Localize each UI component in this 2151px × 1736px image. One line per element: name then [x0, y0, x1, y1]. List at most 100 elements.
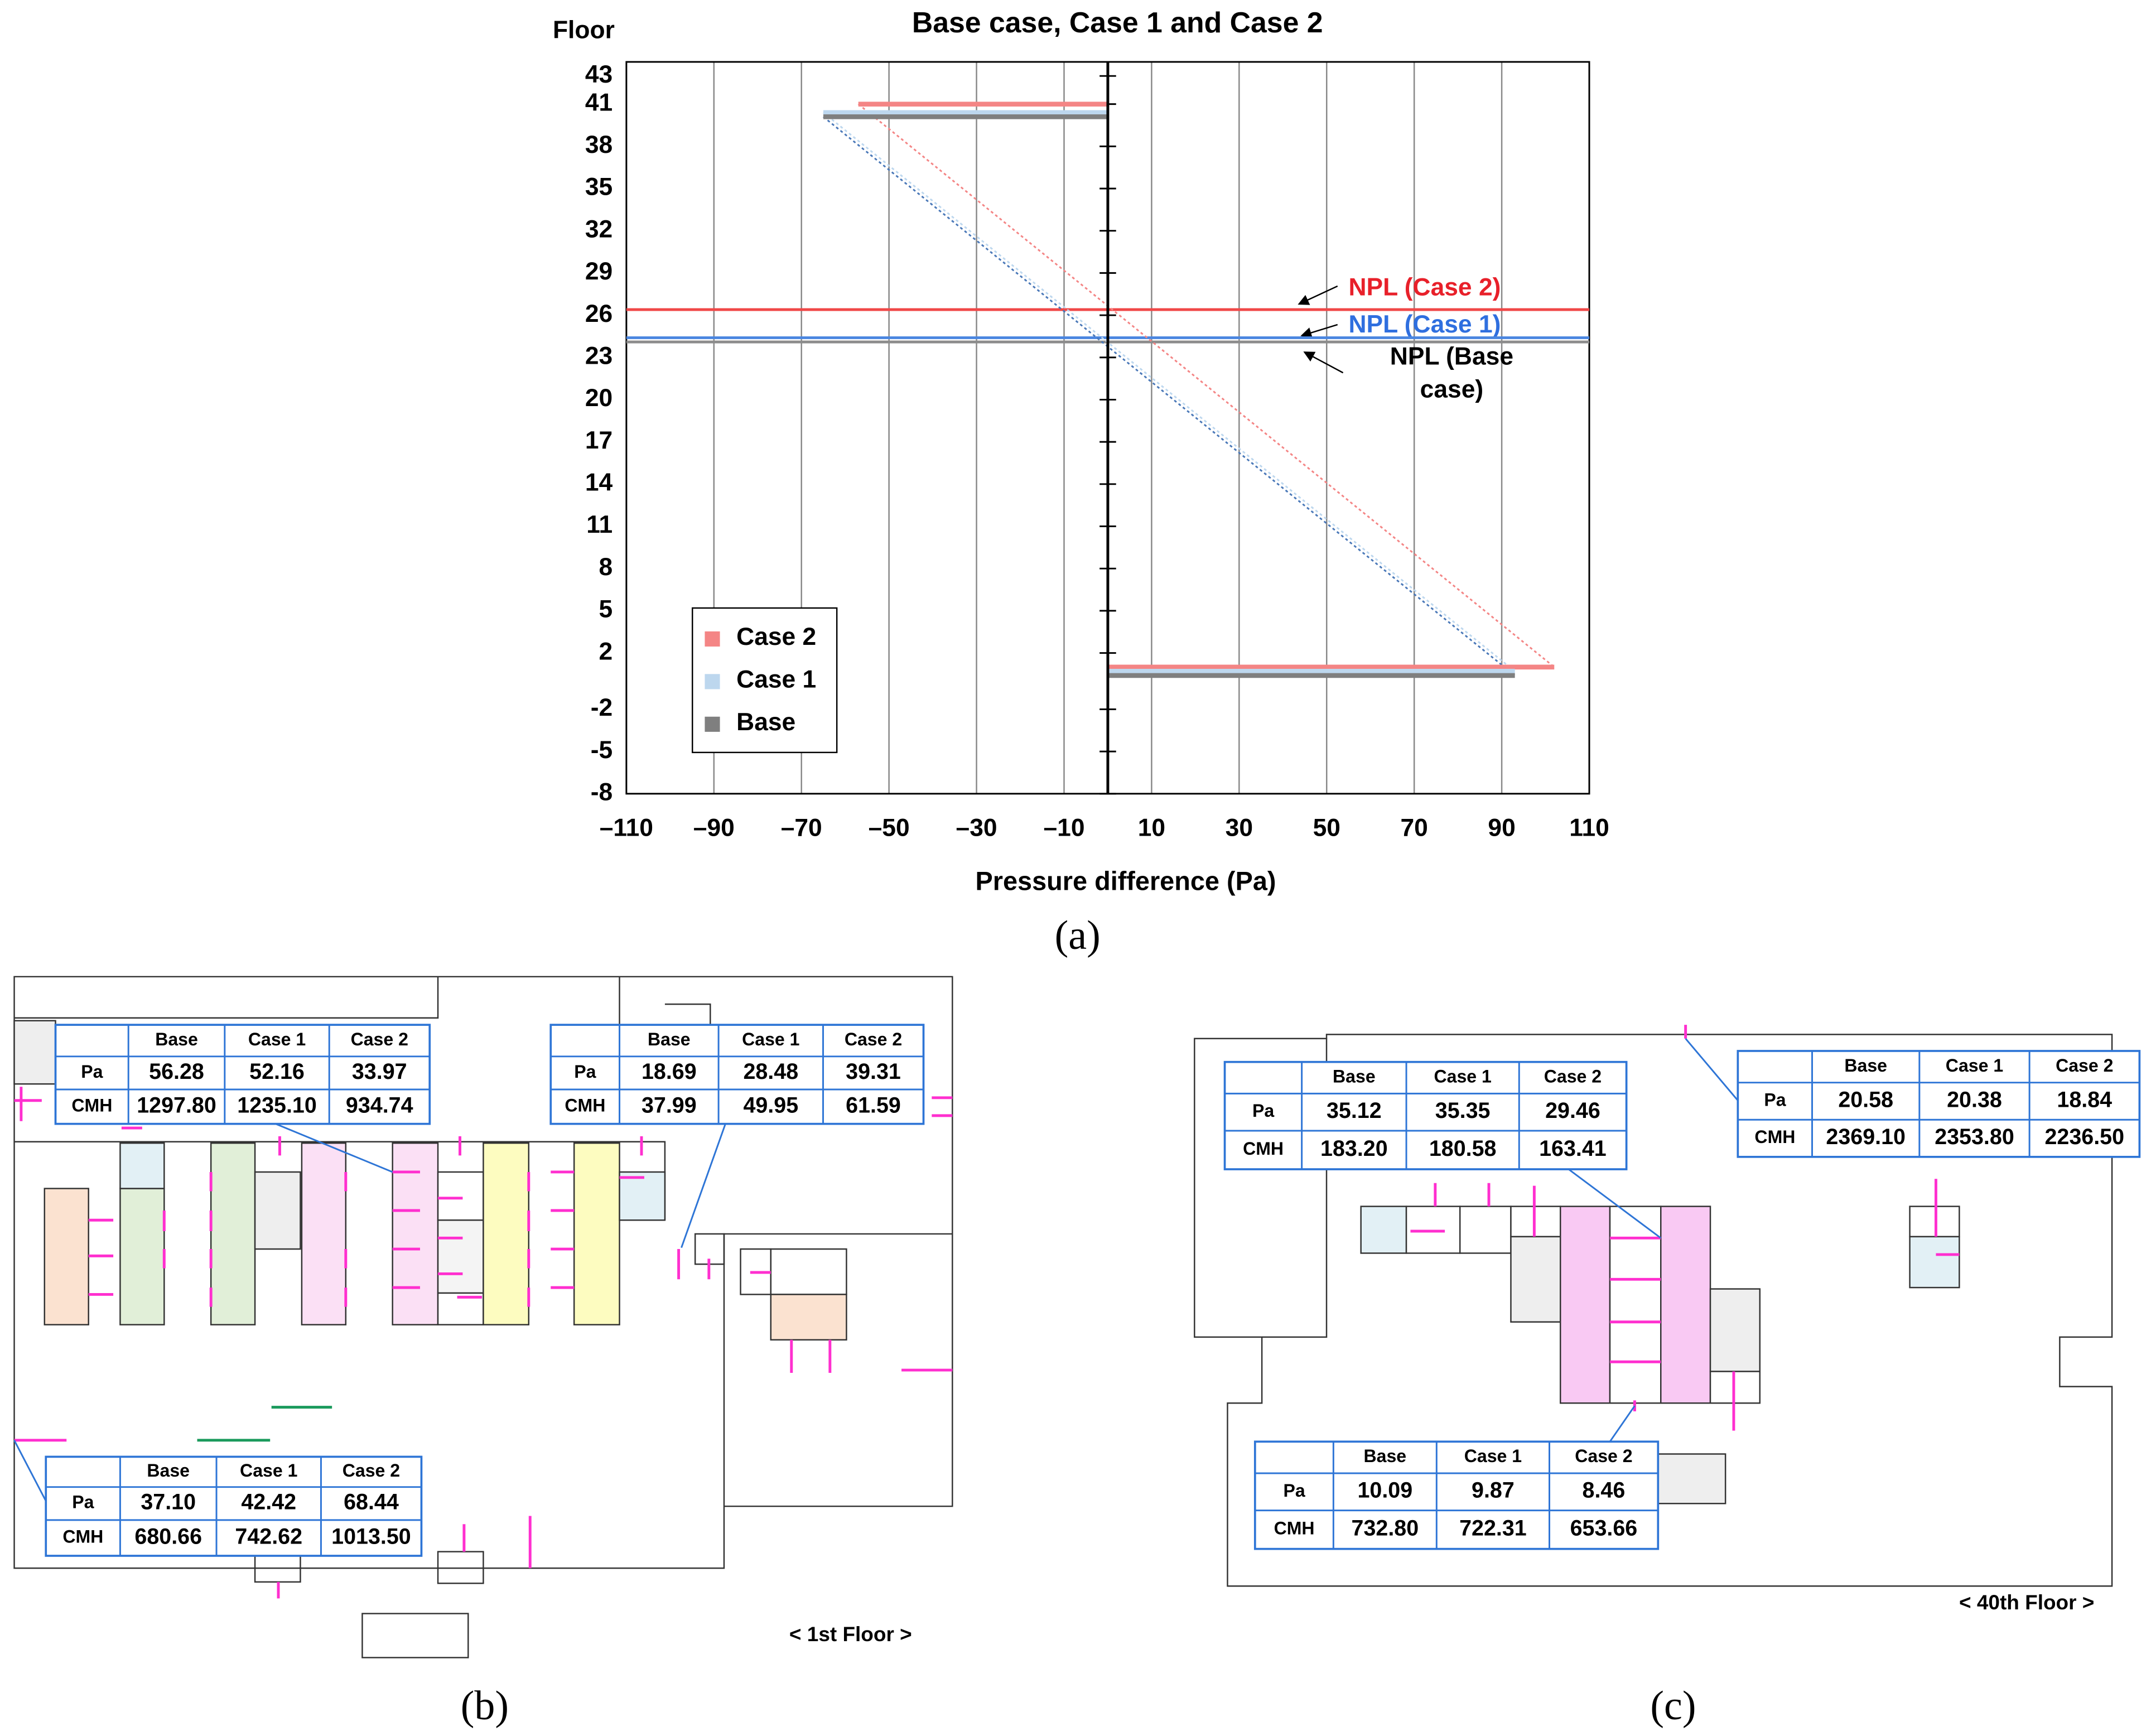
data-table: Base Case 1 Case 2 Pa 18.69 28.48 39.31 CMH 37.9…: [549, 1024, 925, 1125]
table-value: 653.66: [1570, 1516, 1638, 1541]
table-value: 1013.50: [331, 1524, 411, 1549]
row-label: CMH: [565, 1095, 605, 1115]
table-value: 1235.10: [237, 1093, 317, 1117]
table-value: 742.62: [235, 1524, 302, 1549]
y-tick-label: 5: [599, 596, 613, 623]
column-header: Case 2: [1544, 1067, 1602, 1087]
x-tick-label: 30: [1226, 814, 1253, 842]
table-value: 39.31: [846, 1059, 901, 1084]
caption: < 40th Floor >: [1959, 1591, 2094, 1614]
data-table: Base Case 1 Case 2 Pa 56.28 52.16 33.97 CMH 1297…: [54, 1024, 431, 1125]
table-value: 180.58: [1429, 1136, 1497, 1161]
floor-plan-1: < 1st Floor >: [13, 976, 953, 1658]
table-bg: [45, 1455, 423, 1557]
floor-plan-40: < 40th Floor >: [1194, 1025, 2113, 1614]
room: [619, 1171, 666, 1221]
legend-label: Case 2: [736, 623, 816, 650]
x-axis-label: Pressure difference (Pa): [976, 867, 1276, 896]
column-header: Case 1: [248, 1029, 306, 1049]
room: [210, 1142, 256, 1325]
y-tick-label: 32: [585, 215, 612, 243]
y-tick-label: 11: [586, 511, 612, 538]
column-header: Base: [155, 1029, 198, 1049]
table-value: 934.74: [346, 1093, 413, 1117]
data-table: Base Case 1 Case 2 Pa 20.58 20.38 18.84 CMH 2369…: [1737, 1050, 2141, 1158]
panel-label: (b): [461, 1683, 509, 1729]
room: [437, 1219, 484, 1294]
callout-line: [275, 1123, 393, 1173]
callouts: [13, 1038, 1739, 1507]
annotation: NPL (Case 1): [1348, 311, 1501, 338]
room: [770, 1248, 847, 1295]
table-value: 29.46: [1545, 1098, 1600, 1123]
room: [483, 1142, 530, 1325]
column-header: Base: [648, 1029, 691, 1049]
table-value: 680.66: [134, 1524, 202, 1549]
x-tick-label: 70: [1400, 814, 1427, 842]
table-bg: [1223, 1060, 1628, 1170]
table-value: 8.46: [1583, 1478, 1626, 1503]
table-value: 20.58: [1838, 1087, 1893, 1112]
room: [301, 1142, 347, 1325]
room: [13, 1020, 56, 1085]
y-tick-label: 35: [585, 173, 612, 201]
column-header: Case 1: [1946, 1055, 2003, 1076]
table-value: 68.44: [344, 1490, 399, 1515]
table-value: 56.28: [149, 1059, 204, 1084]
column-header: Base: [1333, 1067, 1376, 1087]
room: [361, 1613, 469, 1658]
chart: Base case, Case 1 and Case 2 Floor Press…: [553, 6, 1609, 895]
room: [1459, 1205, 1512, 1254]
caption: < 1st Floor >: [789, 1623, 912, 1646]
callout-line: [1568, 1168, 1662, 1239]
x-tick-label: 50: [1313, 814, 1340, 842]
table-bg: [1253, 1440, 1660, 1550]
row-label: Pa: [81, 1062, 103, 1082]
row-label: CMH: [1243, 1139, 1284, 1159]
x-tick-label: 110: [1569, 814, 1609, 842]
table-value: 42.42: [241, 1490, 296, 1515]
table-value: 10.09: [1357, 1478, 1412, 1503]
table-value: 18.69: [642, 1059, 697, 1084]
table-value: 37.10: [141, 1490, 196, 1515]
row-label: Pa: [1283, 1481, 1305, 1501]
callout-line: [1609, 1405, 1636, 1443]
column-header: Case 1: [240, 1460, 297, 1481]
legend-swatch: [705, 674, 720, 689]
y-tick-label: 26: [585, 300, 612, 327]
legend-label: Case 1: [736, 666, 816, 693]
y-tick-label: -2: [591, 694, 612, 721]
y-tick-label: 8: [599, 553, 613, 581]
trend-line: [857, 103, 1555, 668]
legend-swatch: [705, 631, 720, 647]
room: [254, 1171, 301, 1250]
column-header: Base: [1364, 1446, 1407, 1466]
chart-title: Base case, Case 1 and Case 2: [912, 6, 1323, 38]
outline: [1194, 1034, 2113, 1587]
column-header: Case 2: [343, 1460, 400, 1481]
y-tick-label: -5: [591, 736, 612, 764]
table-value: 9.87: [1472, 1478, 1515, 1503]
door: [14, 1087, 953, 1599]
table-value: 2236.50: [2044, 1125, 2124, 1149]
column-header: Case 2: [1575, 1446, 1632, 1466]
x-tick-label: –90: [693, 814, 735, 842]
column-header: Base: [1844, 1055, 1887, 1076]
table-value: 20.38: [1947, 1087, 2002, 1112]
annotation: NPL (Case 2): [1348, 274, 1501, 301]
vent: [197, 1406, 332, 1442]
callout-line: [13, 1440, 50, 1507]
pressure-bar: [858, 102, 1555, 670]
table-bg: [1737, 1050, 2141, 1158]
pressure-bar: [823, 114, 1515, 678]
row-label: Pa: [1764, 1089, 1786, 1110]
tables: Base Case 1 Case 2 Pa 56.28 52.16 33.97 CMH 1297…: [45, 1024, 2141, 1557]
table-bg: [54, 1024, 431, 1125]
room: [437, 1171, 484, 1221]
y-tick-label: 17: [585, 427, 612, 454]
row-label: CMH: [62, 1526, 103, 1546]
y-tick-label: 38: [585, 131, 612, 158]
row-label: CMH: [71, 1095, 112, 1115]
table-value: 28.48: [743, 1059, 798, 1084]
y-tick-label: 23: [585, 342, 612, 369]
